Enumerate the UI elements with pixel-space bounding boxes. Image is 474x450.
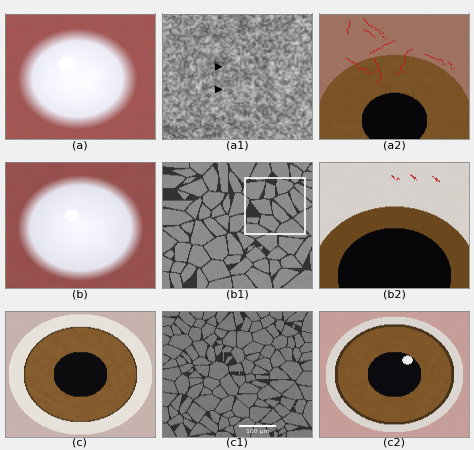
X-axis label: (c2): (c2) <box>383 438 405 448</box>
X-axis label: (a1): (a1) <box>226 141 248 151</box>
X-axis label: (a): (a) <box>72 141 88 151</box>
Bar <box>245 178 305 234</box>
X-axis label: (b): (b) <box>72 289 88 299</box>
X-axis label: (c1): (c1) <box>226 438 248 448</box>
Text: 100 μm: 100 μm <box>246 429 270 434</box>
X-axis label: (c): (c) <box>72 438 87 448</box>
X-axis label: (b2): (b2) <box>383 289 406 299</box>
X-axis label: (b1): (b1) <box>226 289 248 299</box>
X-axis label: (a2): (a2) <box>383 141 406 151</box>
